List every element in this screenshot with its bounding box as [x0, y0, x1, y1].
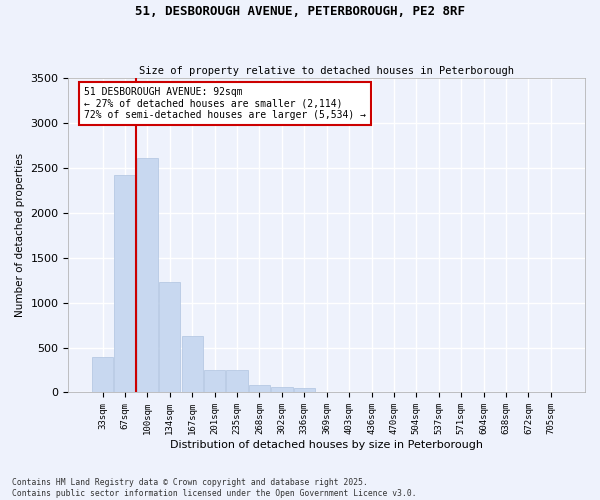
Bar: [249, 386, 270, 392]
Bar: [92, 358, 113, 392]
X-axis label: Distribution of detached houses by size in Peterborough: Distribution of detached houses by size …: [170, 440, 483, 450]
Text: 51 DESBOROUGH AVENUE: 92sqm
← 27% of detached houses are smaller (2,114)
72% of : 51 DESBOROUGH AVENUE: 92sqm ← 27% of det…: [84, 87, 366, 120]
Bar: [182, 336, 203, 392]
Bar: [226, 370, 248, 392]
Bar: [115, 175, 136, 392]
Y-axis label: Number of detached properties: Number of detached properties: [15, 153, 25, 317]
Bar: [137, 158, 158, 392]
Bar: [159, 282, 181, 393]
Text: 51, DESBOROUGH AVENUE, PETERBOROUGH, PE2 8RF: 51, DESBOROUGH AVENUE, PETERBOROUGH, PE2…: [135, 5, 465, 18]
Text: Contains HM Land Registry data © Crown copyright and database right 2025.
Contai: Contains HM Land Registry data © Crown c…: [12, 478, 416, 498]
Title: Size of property relative to detached houses in Peterborough: Size of property relative to detached ho…: [139, 66, 514, 76]
Bar: [204, 370, 225, 392]
Bar: [271, 386, 293, 392]
Bar: [293, 388, 315, 392]
